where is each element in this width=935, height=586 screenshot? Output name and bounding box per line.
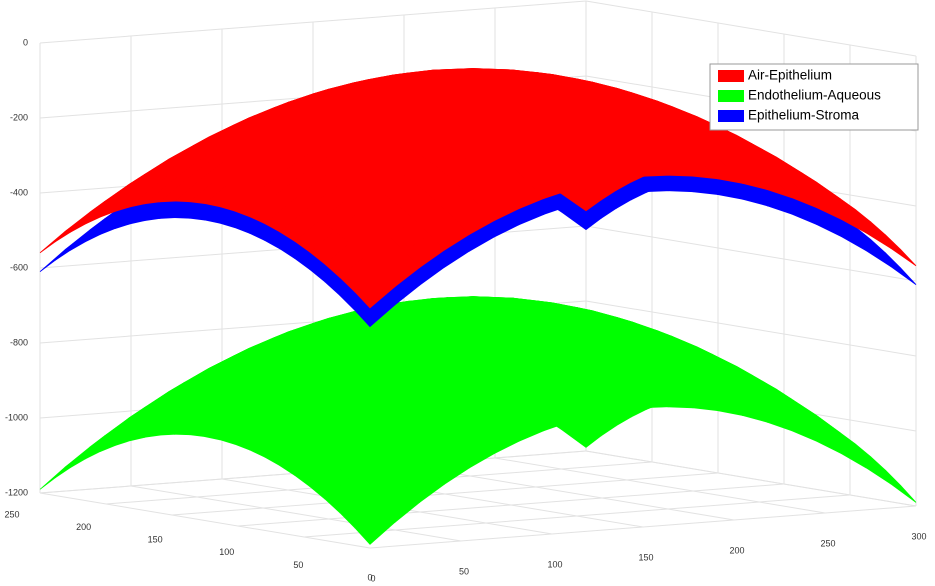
x-tick-label: 100 — [547, 559, 562, 569]
legend-swatch — [718, 70, 744, 82]
y-tick-label: 0 — [367, 572, 372, 582]
grid-line — [237, 483, 785, 527]
surface-patch — [69, 436, 111, 469]
y-tick-label: 50 — [293, 560, 303, 570]
y-tick-label: 100 — [219, 547, 234, 557]
x-tick-label: 200 — [729, 545, 744, 555]
surface-patch — [851, 451, 892, 485]
grid-line — [39, 492, 371, 549]
surface — [39, 68, 917, 309]
surface-patch — [875, 250, 917, 285]
surface — [39, 296, 917, 545]
z-tick-label: -200 — [10, 112, 28, 122]
legend-label: Epithelium-Stroma — [748, 108, 860, 123]
grid-line — [585, 225, 917, 282]
legend-box — [709, 63, 919, 131]
x-tick-label: 300 — [911, 531, 926, 541]
legend: Air-Epithelium Endothelium-Aqueous Epithel… — [709, 63, 919, 131]
grid-line — [494, 457, 826, 514]
y-tick-label: 200 — [76, 522, 91, 532]
grid-line — [171, 472, 719, 516]
surface-patch — [860, 452, 902, 487]
z-tick-label: -400 — [10, 187, 28, 197]
z-tick-label: -600 — [10, 262, 28, 272]
y-tick-label: 250 — [4, 509, 19, 519]
legend-label: Endothelium-Aqueous — [748, 88, 881, 103]
grid-line — [130, 485, 462, 542]
y-tick-label: 150 — [148, 535, 163, 545]
z-tick-label: -1200 — [5, 487, 28, 497]
grid-line — [585, 0, 917, 57]
x-tick-label: 250 — [820, 538, 835, 548]
surface-patch — [875, 467, 917, 503]
z-tick-label: -1000 — [5, 412, 28, 422]
grid-line — [303, 494, 851, 538]
grid-line — [585, 450, 917, 507]
z-tick-label: -800 — [10, 337, 28, 347]
legend-swatch — [718, 90, 744, 102]
legend-label: Air-Epithelium — [748, 68, 832, 83]
x-tick-label: 150 — [638, 552, 653, 562]
x-tick-label: 50 — [459, 566, 469, 576]
legend-swatch — [718, 110, 744, 122]
x-tick-label: 0 — [370, 573, 375, 583]
surface-patch — [875, 232, 917, 267]
z-tick-label: 0 — [23, 37, 28, 47]
grid-line — [585, 300, 917, 357]
grid-line — [369, 505, 917, 549]
